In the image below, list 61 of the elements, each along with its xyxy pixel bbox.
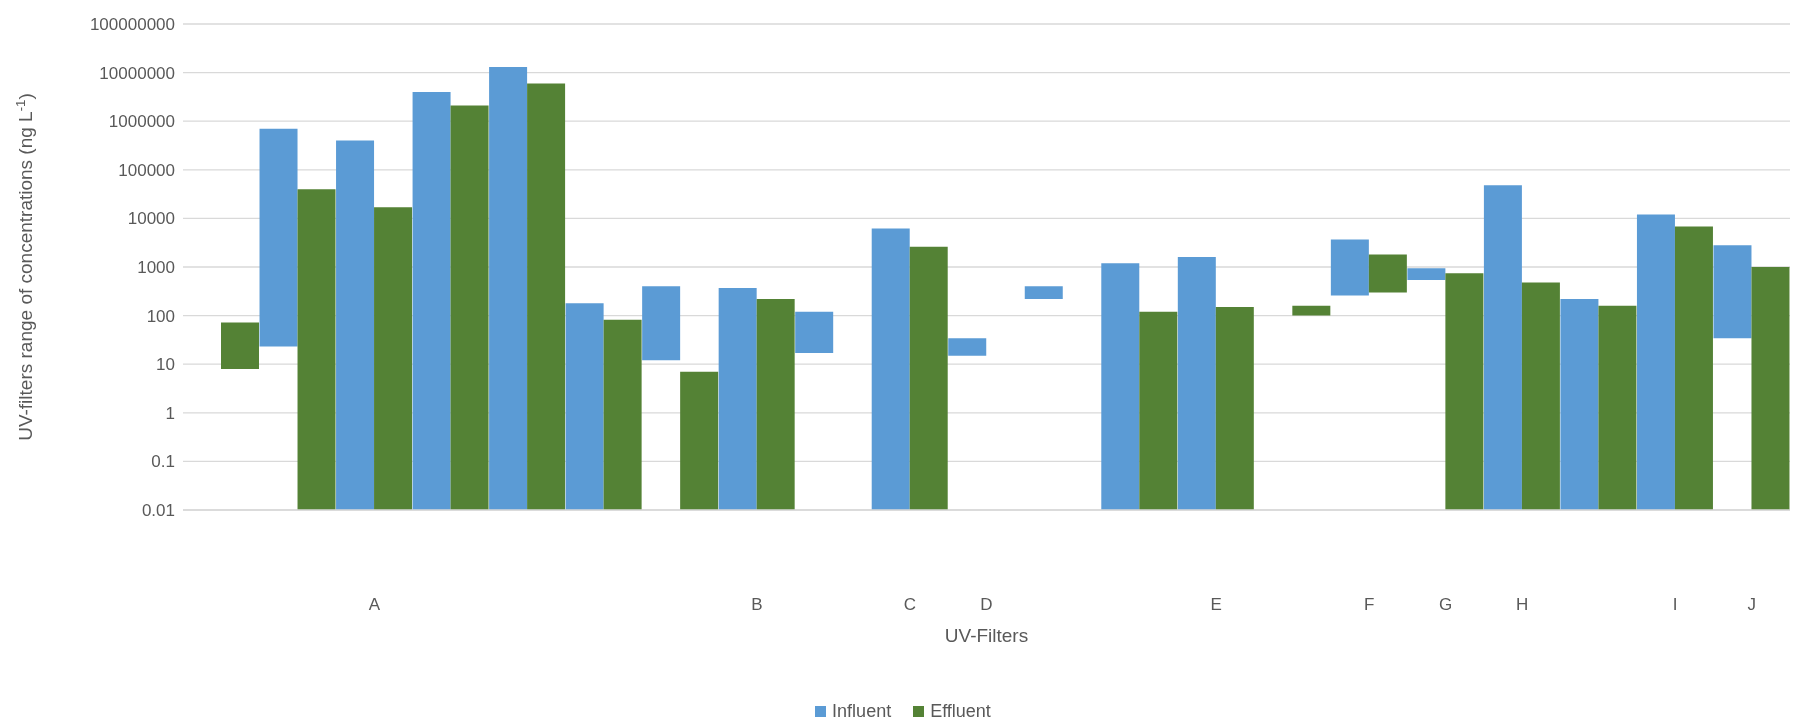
bar xyxy=(336,140,375,510)
x-tick-label: I xyxy=(1672,595,1678,615)
bar xyxy=(1215,307,1254,510)
y-tick-label: 10000000 xyxy=(99,63,175,83)
y-tick-label: 1 xyxy=(165,403,175,423)
bar xyxy=(718,287,757,510)
bar xyxy=(1751,267,1790,510)
x-tick-label: A xyxy=(368,595,381,615)
bar xyxy=(1674,226,1713,510)
bar xyxy=(1407,268,1446,281)
bar xyxy=(1598,305,1637,510)
x-tick-label: E xyxy=(1210,595,1222,615)
legend-label: Effluent xyxy=(930,701,991,722)
bar xyxy=(1368,254,1407,293)
bar xyxy=(1521,282,1560,510)
bar xyxy=(1292,305,1331,316)
bar xyxy=(1560,298,1599,510)
y-tick-label: 1000000 xyxy=(108,112,175,132)
y-tick-label: 100 xyxy=(146,306,175,326)
y-tick-label: 0.01 xyxy=(141,501,175,521)
bar xyxy=(909,246,948,510)
bar xyxy=(795,311,834,353)
bar xyxy=(1445,273,1484,510)
bar xyxy=(1101,263,1140,510)
bar xyxy=(1139,311,1178,510)
bar xyxy=(412,91,451,510)
bar xyxy=(1330,239,1369,296)
x-tick-label: G xyxy=(1439,595,1453,615)
bar xyxy=(1483,185,1522,510)
bar xyxy=(450,105,489,510)
x-tick-label: J xyxy=(1747,595,1756,615)
bar xyxy=(221,322,259,369)
x-axis-title: UV-Filters xyxy=(944,625,1029,646)
x-tick-label: D xyxy=(980,595,993,615)
bar xyxy=(1024,286,1063,299)
bar xyxy=(680,371,719,510)
bar xyxy=(527,83,566,510)
bar xyxy=(948,338,987,356)
bar xyxy=(259,128,298,347)
x-tick-label: C xyxy=(903,595,917,615)
bar xyxy=(642,286,681,361)
bar xyxy=(297,189,336,510)
legend-label: Influent xyxy=(832,701,892,722)
x-tick-label: F xyxy=(1363,595,1375,615)
bar xyxy=(1177,257,1216,510)
y-tick-label: 10000 xyxy=(127,209,175,229)
bar xyxy=(374,207,413,510)
bar xyxy=(603,319,642,510)
bar xyxy=(1713,245,1752,339)
bar xyxy=(565,303,604,510)
bar xyxy=(756,298,795,510)
y-tick-label: 100000000 xyxy=(89,15,175,35)
y-tick-label: 100000 xyxy=(118,160,175,180)
x-tick-label: B xyxy=(751,595,763,615)
bar xyxy=(1636,214,1675,510)
y-tick-label: 1000 xyxy=(137,258,175,278)
bar xyxy=(871,228,910,510)
bar xyxy=(489,67,528,510)
y-tick-label: 0.1 xyxy=(151,452,175,472)
y-tick-label: 10 xyxy=(156,355,175,375)
x-tick-label: H xyxy=(1516,595,1529,615)
